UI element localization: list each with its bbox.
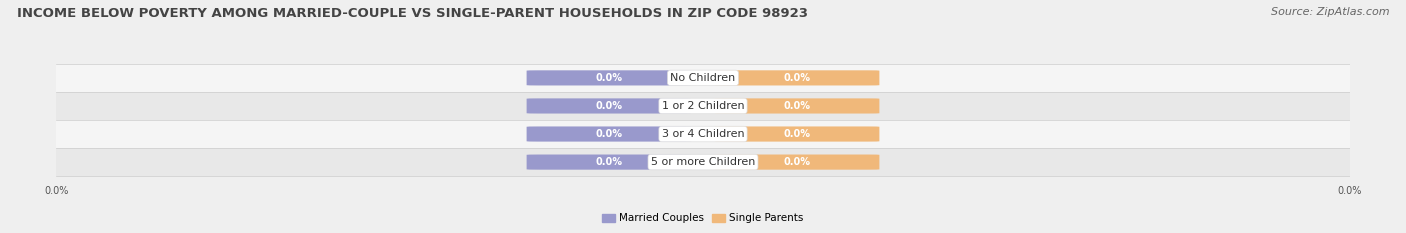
Text: 0.0%: 0.0% (783, 157, 811, 167)
FancyBboxPatch shape (714, 98, 879, 113)
Text: INCOME BELOW POVERTY AMONG MARRIED-COUPLE VS SINGLE-PARENT HOUSEHOLDS IN ZIP COD: INCOME BELOW POVERTY AMONG MARRIED-COUPL… (17, 7, 808, 20)
Text: 0.0%: 0.0% (783, 101, 811, 111)
FancyBboxPatch shape (527, 127, 692, 142)
Text: 3 or 4 Children: 3 or 4 Children (662, 129, 744, 139)
Text: 5 or more Children: 5 or more Children (651, 157, 755, 167)
Text: 0.0%: 0.0% (783, 129, 811, 139)
FancyBboxPatch shape (527, 154, 692, 170)
FancyBboxPatch shape (714, 127, 879, 142)
Text: 0.0%: 0.0% (783, 73, 811, 83)
Text: Source: ZipAtlas.com: Source: ZipAtlas.com (1271, 7, 1389, 17)
FancyBboxPatch shape (56, 148, 1350, 176)
FancyBboxPatch shape (56, 92, 1350, 120)
Legend: Married Couples, Single Parents: Married Couples, Single Parents (603, 213, 803, 223)
Text: 0.0%: 0.0% (595, 129, 623, 139)
FancyBboxPatch shape (56, 64, 1350, 92)
Text: 1 or 2 Children: 1 or 2 Children (662, 101, 744, 111)
Text: 0.0%: 0.0% (595, 157, 623, 167)
Text: No Children: No Children (671, 73, 735, 83)
Text: 0.0%: 0.0% (595, 101, 623, 111)
FancyBboxPatch shape (56, 120, 1350, 148)
FancyBboxPatch shape (714, 70, 879, 86)
FancyBboxPatch shape (714, 154, 879, 170)
Text: 0.0%: 0.0% (595, 73, 623, 83)
FancyBboxPatch shape (527, 98, 692, 113)
FancyBboxPatch shape (527, 70, 692, 86)
